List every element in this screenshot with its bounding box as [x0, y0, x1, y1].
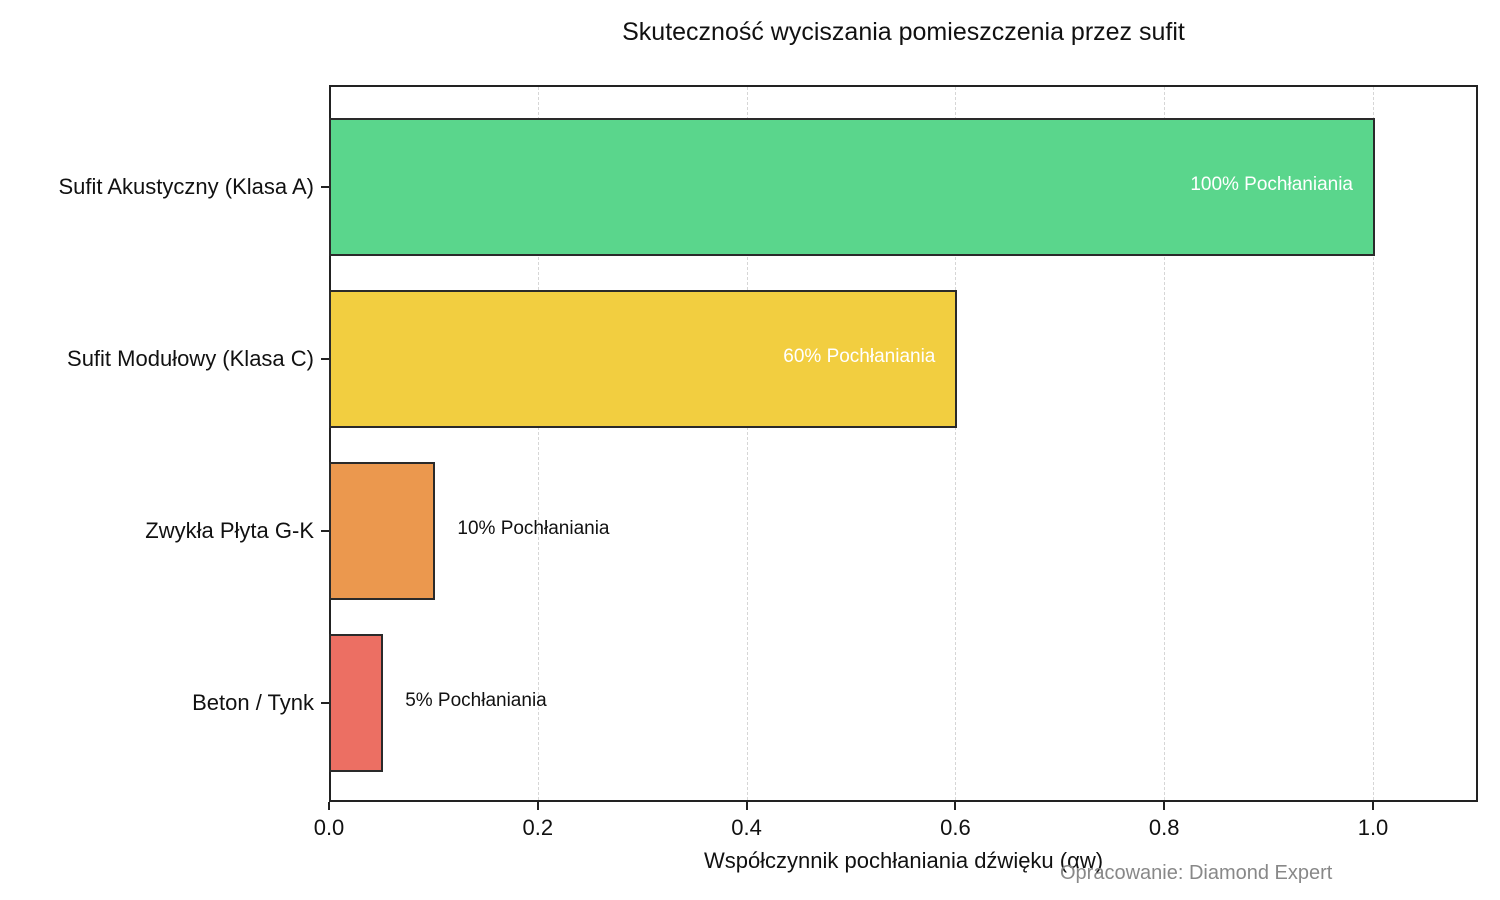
bar [329, 462, 436, 600]
chart-title: Skuteczność wyciszania pomieszczenia prz… [622, 18, 1185, 46]
x-tick [1163, 802, 1166, 810]
x-tick [745, 802, 748, 810]
plot-area: 100% Pochłaniania 60% Pochłaniania 10% Poc… [329, 85, 1478, 802]
bar [329, 634, 384, 772]
x-tick-label: 0.6 [940, 815, 971, 840]
x-axis-label: Współczynnik pochłaniania dźwięku (αw) [703, 848, 1104, 873]
y-tick-label: Zwykła Płyta G-K [145, 518, 314, 543]
x-tick [328, 802, 330, 810]
bar-value-label: 5% Pochłaniania [405, 690, 547, 711]
x-tick-label: 1.0 [1357, 815, 1389, 840]
bar-value-label: 10% Pochłaniania [457, 518, 610, 539]
y-tick [321, 358, 329, 360]
gridline [1164, 87, 1166, 800]
y-tick [321, 702, 329, 704]
source-annotation: Opracowanie: Diamond Expert [1060, 862, 1333, 884]
y-tick-label: Sufit Akustyczny (Klasa A) [58, 174, 314, 199]
gridline [537, 87, 539, 800]
gridline [1373, 87, 1374, 800]
x-tick [954, 802, 957, 810]
gridline [746, 87, 748, 800]
bar [329, 118, 1375, 256]
x-tick-label: 0.8 [1148, 815, 1180, 840]
x-tick-label: 0.4 [731, 815, 762, 840]
y-tick-label: Beton / Tynk [192, 690, 314, 715]
bar [329, 290, 958, 428]
y-tick [321, 530, 329, 532]
y-tick [321, 186, 329, 188]
bar-value-label: 100% Pochłaniania [1190, 174, 1353, 195]
x-tick [536, 802, 539, 810]
gridline [955, 87, 957, 800]
bar-value-label: 60% Pochłaniania [783, 346, 936, 367]
x-tick-label: 0.2 [522, 815, 554, 840]
x-tick-label: 0.0 [313, 815, 345, 840]
x-tick [1372, 802, 1374, 810]
y-tick-label: Sufit Modułowy (Klasa C) [67, 346, 314, 371]
